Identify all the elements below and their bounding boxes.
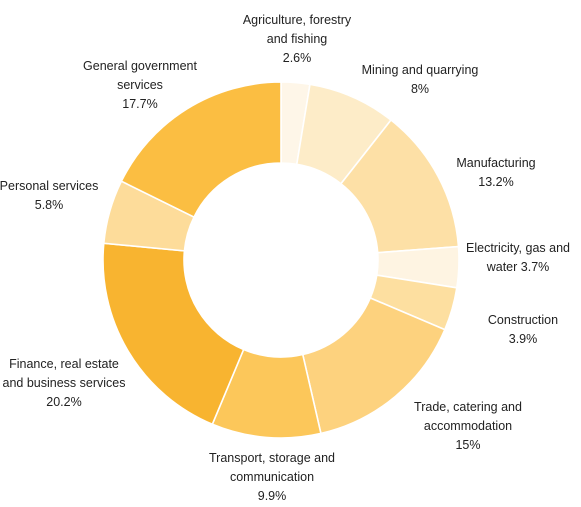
label-line: Electricity, gas and [466,241,570,255]
slice-labels: Agriculture, forestry and fishing 2.6% Mini… [0,13,570,503]
label-line: 5.8% [35,198,64,212]
label-line: and fishing [267,32,328,46]
label-personal-services: Personal services 5.8% [0,179,98,212]
label-line: accommodation [424,419,512,433]
label-transport-storage-and-communication: Transport, storage and communication 9.9% [209,451,335,503]
label-line: Personal services [0,179,98,193]
label-line: 20.2% [46,395,81,409]
label-line: communication [230,470,314,484]
label-line: 2.6% [283,51,312,65]
label-line: Transport, storage and [209,451,335,465]
label-line: Construction [488,313,558,327]
label-line: services [117,78,163,92]
label-mining-and-quarrying: Mining and quarrying 8% [362,63,479,96]
label-manufacturing: Manufacturing 13.2% [456,156,535,189]
label-line: 15% [455,438,480,452]
label-line: 13.2% [478,175,513,189]
label-line: Finance, real estate [9,357,119,371]
label-line: Trade, catering and [414,400,522,414]
label-line: 17.7% [122,97,157,111]
label-trade-catering-and-accommodation: Trade, catering and accommodation 15% [414,400,522,452]
label-construction: Construction 3.9% [488,313,558,346]
label-line: water 3.7% [486,260,550,274]
slice-general-government-services [120,81,282,219]
label-line: Manufacturing [456,156,535,170]
label-electricity-gas-and-water: Electricity, gas and water 3.7% [466,241,570,274]
label-line: 9.9% [258,489,287,503]
label-line: and business services [3,376,126,390]
label-line: 3.9% [509,332,538,346]
label-line: Mining and quarrying [362,63,479,77]
label-general-government-services: General government services 17.7% [83,59,197,111]
label-line: General government [83,59,197,73]
slice-finance-real-estate-and-business-services [102,242,245,426]
label-line: 8% [411,82,429,96]
donut-slices [102,81,460,439]
label-agriculture-forestry-and-fishing: Agriculture, forestry and fishing 2.6% [243,13,352,65]
label-line: Agriculture, forestry [243,13,352,27]
label-finance-real-estate-and-business-services: Finance, real estate and business service… [3,357,126,409]
